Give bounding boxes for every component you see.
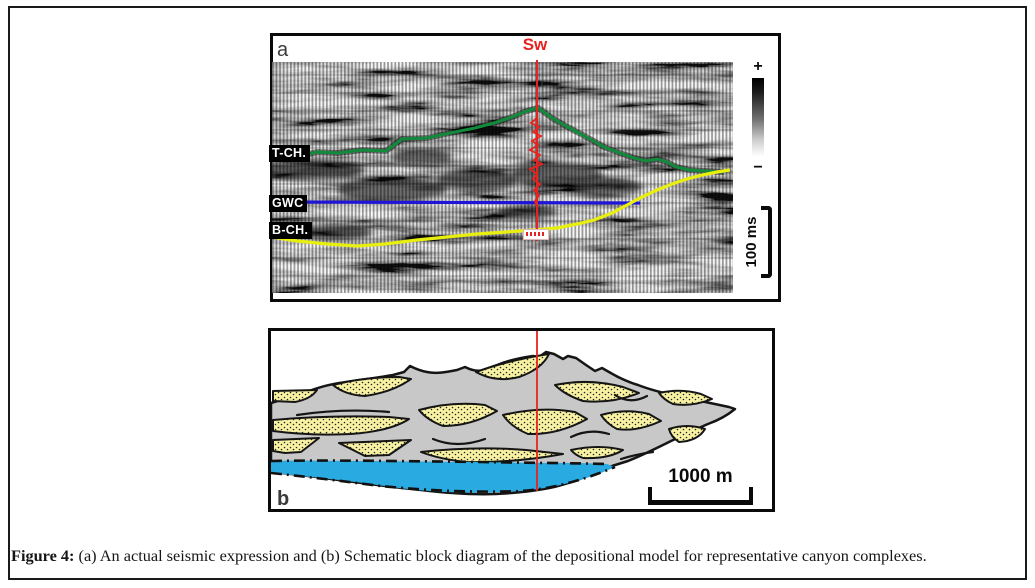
seismic-trace-stripes: [272, 62, 733, 293]
sand-lens: [418, 402, 498, 427]
schematic-diagram: [271, 331, 737, 496]
water-top-line: [271, 459, 608, 466]
figure-outer-border: [8, 6, 1027, 580]
bottom-channel-horizon-line: [272, 168, 731, 248]
erosion-line: [295, 409, 391, 417]
sand-lens: [502, 408, 588, 436]
erosion-line: [619, 450, 655, 461]
water-boundary-dashdot-lines: [271, 459, 616, 493]
sand-lens: [338, 439, 412, 457]
amplitude-colorbar: [752, 78, 764, 156]
sand-lens: [570, 446, 624, 460]
top-channel-label: T-CH.: [269, 145, 311, 163]
sand-lens: [272, 415, 410, 436]
gwc-label: GWC: [269, 195, 308, 213]
figure-number: Figure 4:: [11, 546, 75, 565]
figure-caption: Figure 4: (a) An actual seismic expressi…: [11, 546, 1025, 566]
sand-lens: [272, 389, 318, 403]
erosion-line: [569, 430, 611, 439]
well-annotation-marker: [523, 229, 549, 240]
sand-lens: [332, 376, 412, 397]
water-body: [271, 460, 615, 493]
sand-channel-lenses: [272, 353, 713, 464]
time-scalebar-label: 100 ms: [743, 216, 760, 268]
distance-scalebar-bracket: [648, 487, 753, 505]
panel-a-letter: a: [277, 39, 289, 61]
time-scalebar-bracket: [761, 206, 772, 278]
sand-lens: [272, 437, 320, 454]
distance-scalebar-label: 1000 m: [668, 466, 733, 487]
panel-b: b 1000 m: [268, 328, 775, 512]
bottom-channel-label: B-CH.: [269, 222, 313, 240]
colorbar-minus-sign: −: [753, 159, 763, 176]
sand-lens: [658, 389, 713, 406]
erosion-line: [431, 437, 487, 446]
top-channel-horizon-line: [272, 106, 725, 174]
colorbar-plus-sign: +: [753, 58, 763, 75]
well-log-curve: [528, 117, 545, 208]
erosion-line: [613, 393, 649, 402]
well-name-label: Sw: [522, 35, 548, 54]
panel-b-letter: b: [277, 488, 290, 510]
seismic-image: [272, 62, 733, 293]
erosion-surface-lines: [295, 393, 655, 473]
figure-caption-text: (a) An actual seismic expression and (b)…: [74, 546, 927, 565]
gwc-line: [273, 200, 641, 205]
sand-lens: [475, 353, 550, 381]
sand-lens: [600, 410, 662, 431]
sand-lens: [668, 425, 706, 443]
timing-lines: [272, 74, 733, 277]
sand-lens: [420, 447, 564, 464]
water-bottom-line: [271, 465, 616, 493]
panel-a: a Sw T-CH. GWC B-CH. + − 100 ms: [269, 33, 781, 302]
well-path-line: [536, 60, 538, 241]
